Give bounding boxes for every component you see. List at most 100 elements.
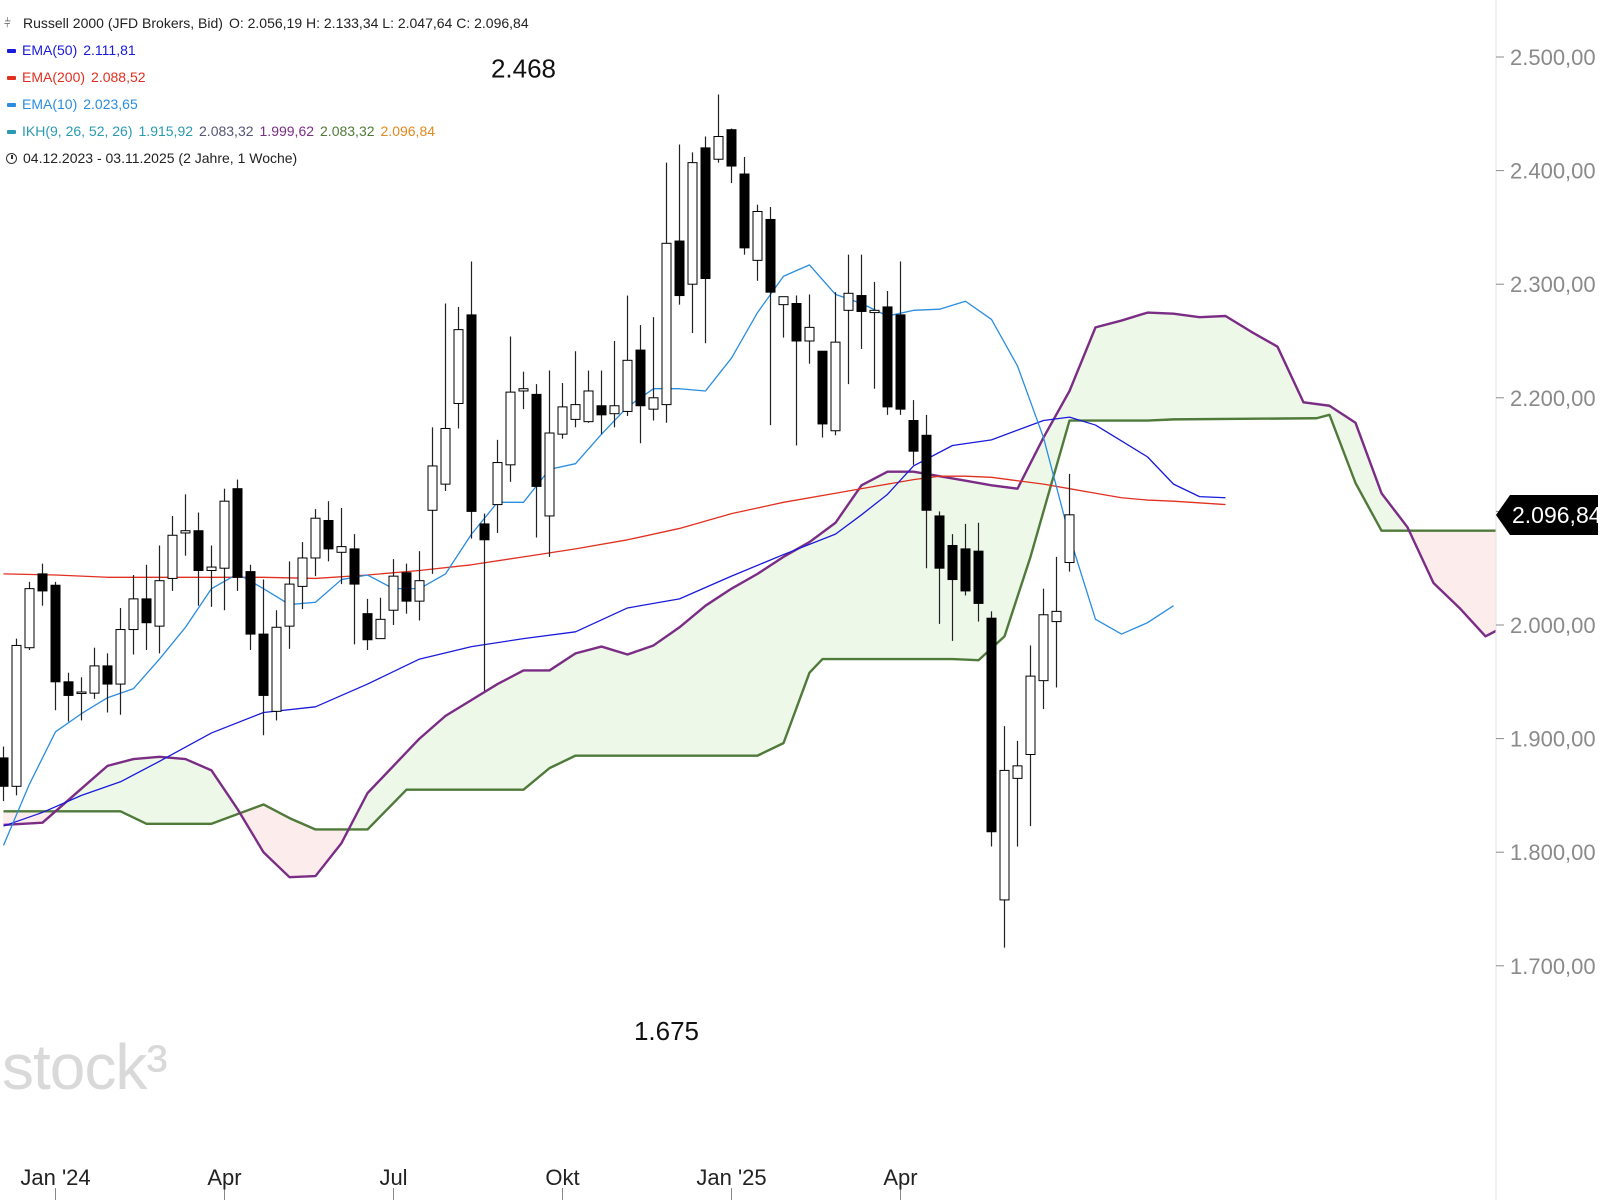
cloud-segment <box>555 661 563 766</box>
cloud-segment <box>523 670 531 791</box>
cloud-segment <box>276 810 284 872</box>
legend-indicator-row[interactable]: EMA(50) 2.111,81 <box>4 37 529 64</box>
candle-up <box>544 432 555 517</box>
cloud-segment <box>744 577 752 756</box>
cloud-segment <box>640 647 648 756</box>
cloud-segment <box>269 807 277 866</box>
cloud-segment <box>1140 312 1148 421</box>
candle-up <box>76 691 87 695</box>
cloud-segment <box>718 592 726 756</box>
cloud-segment <box>737 580 745 756</box>
legend-title-row: ⫩ Russell 2000 (JFD Brokers, Bid) O: 2.0… <box>4 10 529 37</box>
cloud-segment <box>997 485 1005 644</box>
cloud-segment <box>1244 327 1252 420</box>
candle-up <box>388 575 399 611</box>
candle-down <box>960 548 971 592</box>
candle-up <box>1038 614 1049 682</box>
cloud-segment <box>1186 315 1194 420</box>
candle-up <box>128 598 139 631</box>
cloud-segment <box>724 588 732 756</box>
cloud-segment <box>133 758 141 822</box>
candle-up <box>24 588 35 649</box>
instrument-name[interactable]: Russell 2000 (JFD Brokers, Bid) <box>23 15 223 31</box>
x-tick-label: Jan '24 <box>20 1165 90 1190</box>
candle-down <box>934 515 945 569</box>
cloud-segment <box>705 600 713 756</box>
candle-down <box>531 393 542 487</box>
cloud-segment <box>809 536 817 674</box>
candle-up <box>843 292 854 311</box>
candle-down <box>102 665 113 685</box>
cloud-segment <box>1270 342 1278 419</box>
cloud-segment <box>185 758 193 825</box>
cloud-segment <box>685 615 693 756</box>
cloud-segment <box>549 665 557 769</box>
brand-watermark: stock³ <box>2 1031 168 1103</box>
cloud-segment <box>1212 315 1220 420</box>
period-range: 04.12.2023 - 03.11.2025 (2 Jahre, 1 Woch… <box>23 150 298 166</box>
series-swatch <box>7 48 16 53</box>
cloud-segment <box>1433 530 1441 590</box>
candle-down <box>245 571 256 635</box>
cloud-segment <box>107 763 115 812</box>
legend-indicator-row[interactable]: EMA(10) 2.023,65 <box>4 91 529 118</box>
cloud-segment <box>1160 312 1168 421</box>
cloud-segment <box>614 650 622 756</box>
candle-down <box>37 573 48 592</box>
candle-down <box>401 572 412 602</box>
cloud-segment <box>1446 530 1454 603</box>
cloud-segment <box>880 471 888 660</box>
legend-indicator-row[interactable]: EMA(200) 2.088,52 <box>4 64 529 91</box>
indicator-value: 2.111,81 <box>83 42 136 58</box>
cloud-segment <box>412 737 420 791</box>
cloud-segment <box>490 683 498 791</box>
cloud-segment <box>698 605 706 756</box>
cloud-segment <box>191 761 199 825</box>
last-price-marker <box>1496 494 1598 535</box>
cloud-segment <box>165 757 173 825</box>
candle-up <box>375 618 386 640</box>
extreme-annotation: 1.675 <box>634 1016 699 1046</box>
y-tick-label: 1.800,00 <box>1510 840 1596 865</box>
cloud-segment <box>776 556 784 747</box>
cloud-segment <box>198 764 206 825</box>
candle-up <box>271 626 282 712</box>
candle-up <box>1025 675 1036 756</box>
cloud-segment <box>750 573 758 756</box>
candle-up <box>648 397 659 410</box>
cloud-segment <box>802 541 810 691</box>
cloud-segment <box>1452 530 1460 609</box>
candle-down <box>232 488 243 578</box>
candle-up <box>622 359 633 412</box>
cloud-segment <box>913 471 921 660</box>
cloud-segment <box>815 531 823 667</box>
candle-down <box>63 681 74 696</box>
cloud-segment <box>419 732 427 791</box>
cloud-segment <box>568 652 576 760</box>
y-tick-label: 2.300,00 <box>1510 272 1596 297</box>
ohlc-values: O: 2.056,19 H: 2.133,34 L: 2.047,64 C: 2… <box>228 15 529 31</box>
cloud-segment <box>458 703 466 791</box>
candle-down <box>882 306 893 408</box>
x-tick-label: Okt <box>545 1165 579 1190</box>
candle-down <box>596 405 607 416</box>
cloud-segment <box>510 673 518 791</box>
cloud-segment <box>1127 316 1135 421</box>
candle-up <box>830 341 841 432</box>
ichimoku-cloud <box>3 312 1496 878</box>
cloud-segment <box>789 548 797 726</box>
cloud-segment <box>477 691 485 791</box>
legend-indicator-row[interactable]: IKH(9, 26, 52, 26) 1.915,92 2.083,32 1.999,… <box>4 118 529 145</box>
annotations: 2.468 1.675 <box>491 53 699 1046</box>
cloud-segment <box>679 621 687 756</box>
indicator-label: EMA(50) <box>22 42 78 58</box>
indicator-label: EMA(10) <box>22 96 78 112</box>
cloud-segment <box>796 545 804 709</box>
cloud-segment <box>562 657 570 763</box>
cloud-segment <box>672 626 680 756</box>
cloud-segment <box>204 767 212 825</box>
candle-up <box>661 242 672 406</box>
cloud-segment <box>152 756 160 825</box>
candle-up <box>336 546 347 553</box>
